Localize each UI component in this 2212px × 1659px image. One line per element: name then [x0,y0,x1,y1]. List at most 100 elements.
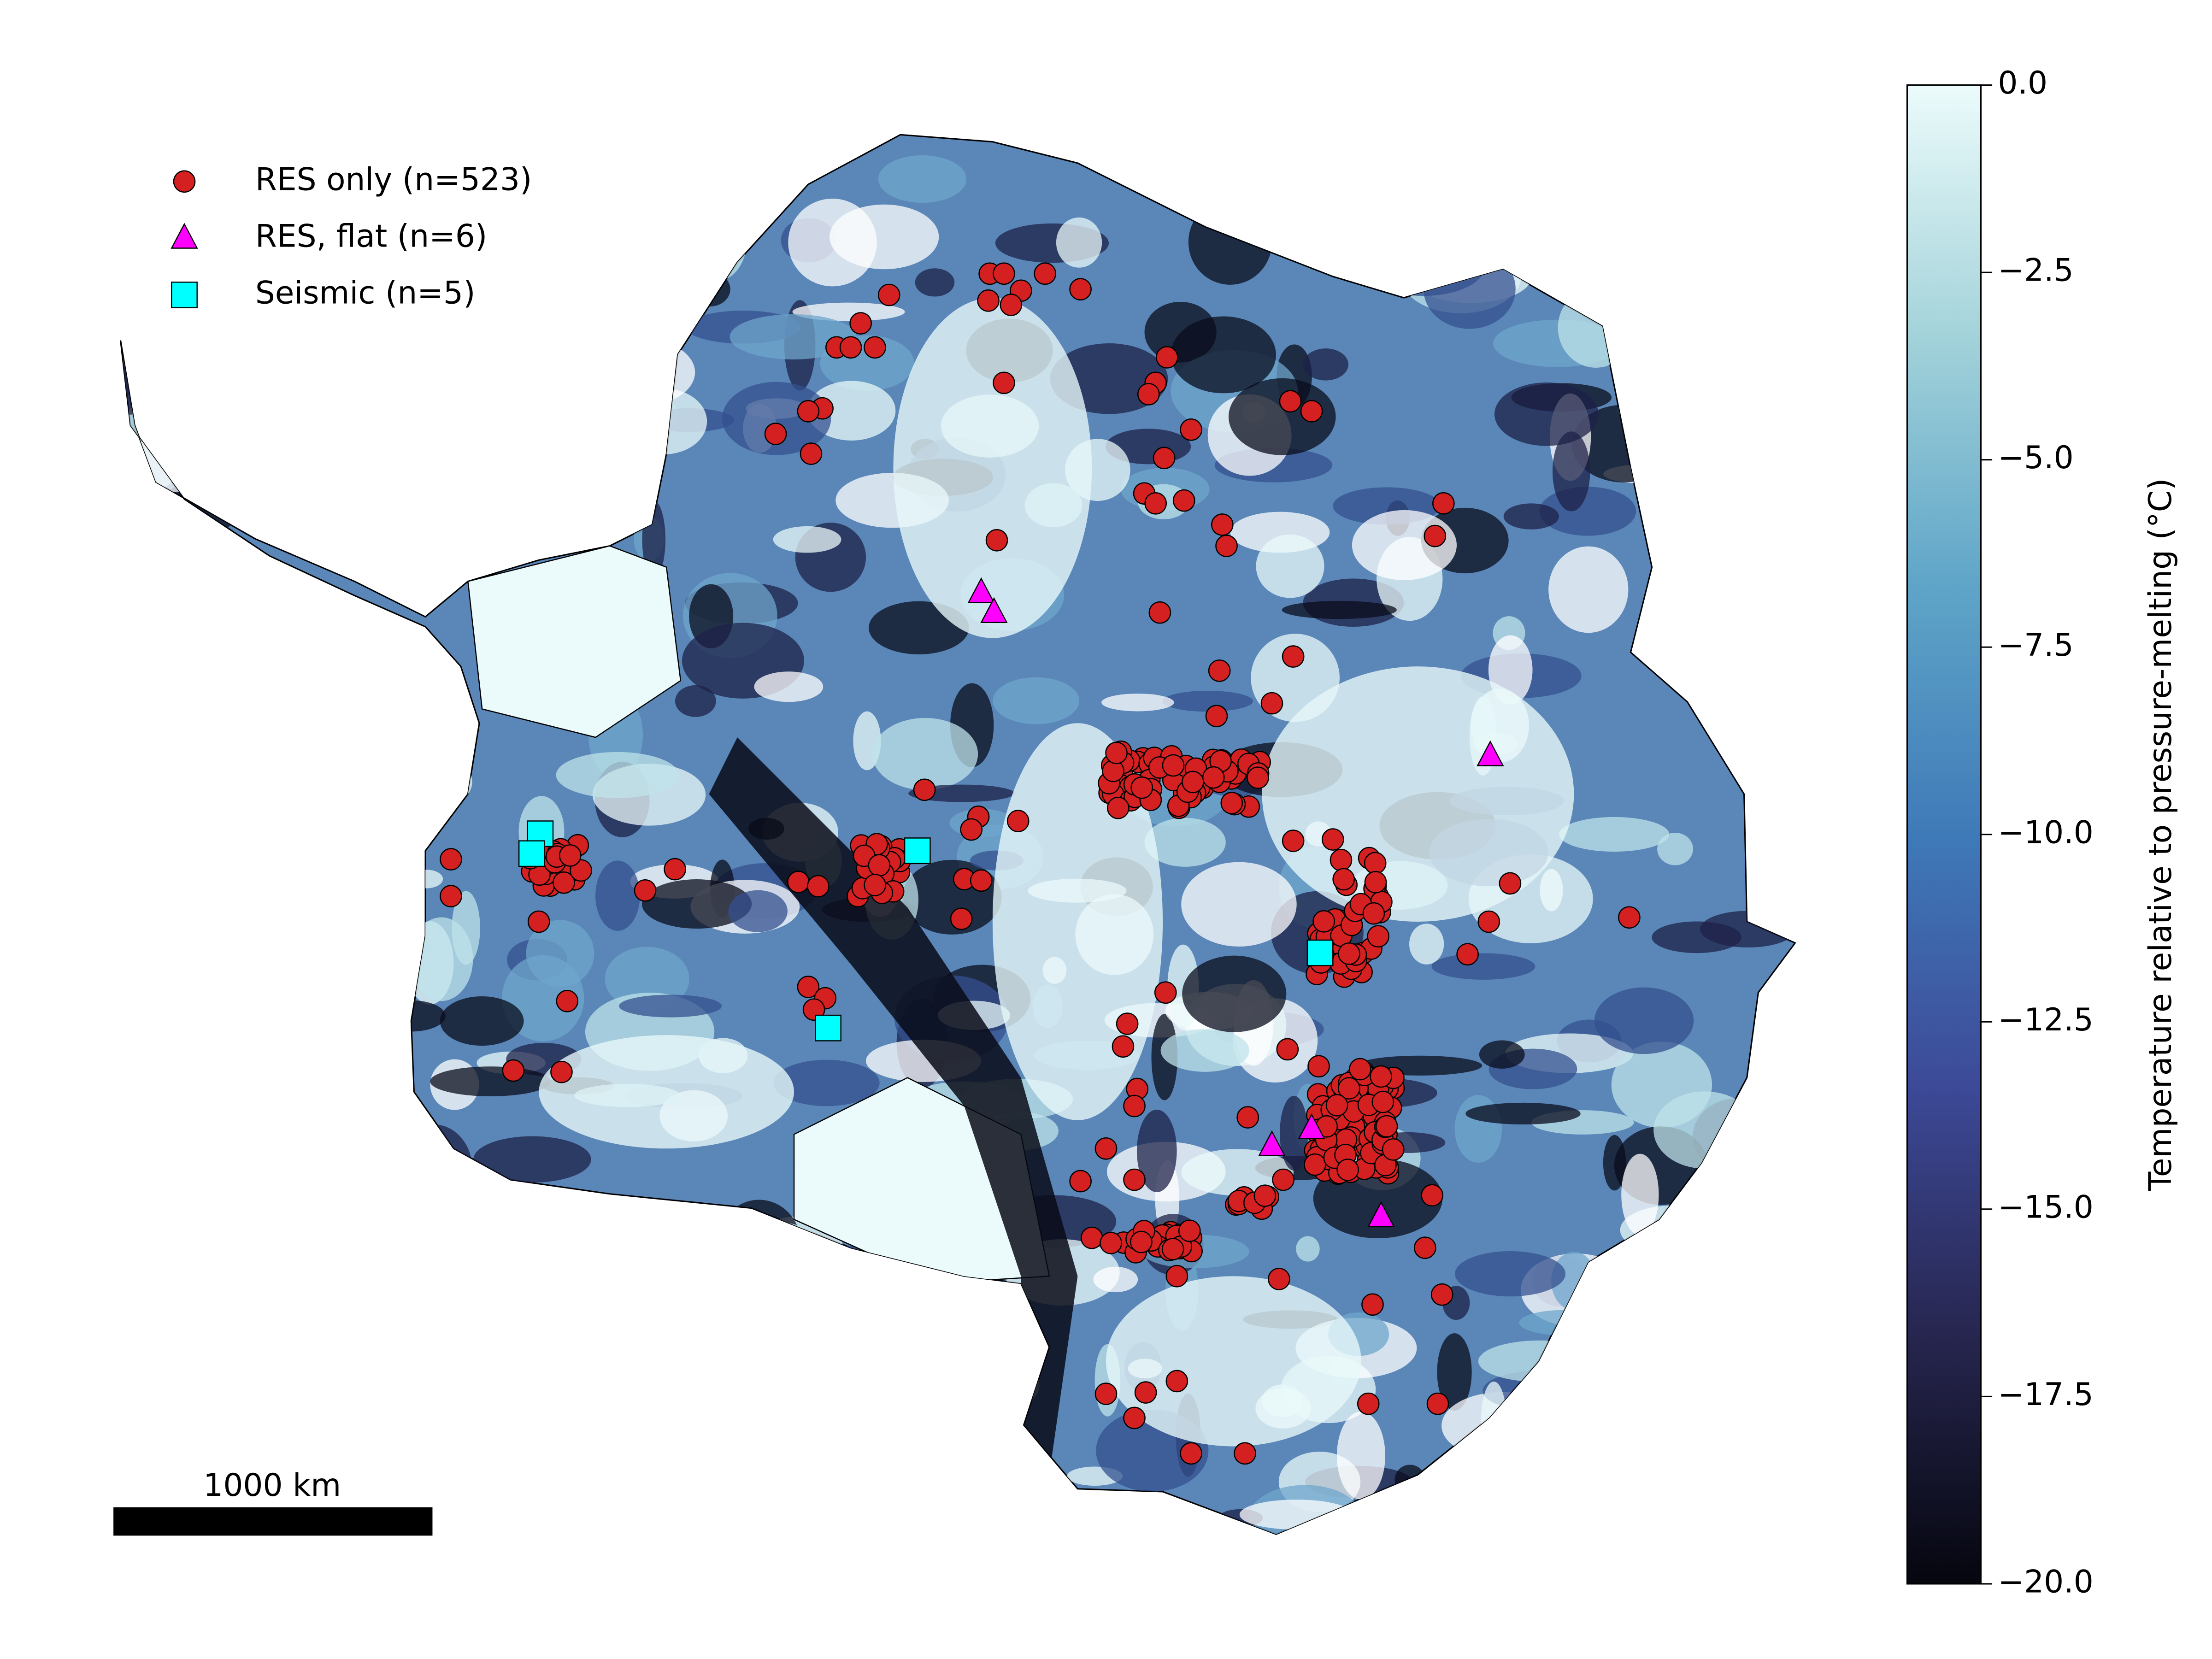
ice-patch [1594,987,1694,1054]
res-lake [664,858,686,881]
res-lake [1182,771,1204,794]
ice-patch [719,1221,828,1290]
colorbar-label: Temperature relative to pressure-melting… [2142,478,2178,1191]
res-lake [1300,400,1323,423]
ice-patch [263,788,369,831]
ice-patch [1624,308,1682,327]
ice-patch [619,994,722,1018]
legend-label: RES only (n=523) [255,161,532,197]
ice-patch [717,1200,801,1289]
ice-patch [1394,1465,1425,1495]
ice-patch [1162,690,1253,712]
ice-patch [1462,172,1533,231]
ice-patch [353,465,448,494]
res-lake [1382,1138,1405,1161]
res-lake [1105,741,1128,765]
ice-patch [366,681,420,725]
res-lake [1205,705,1228,728]
ice-patch [398,416,435,459]
ice-patch [1712,313,1791,377]
ice-patch [147,353,231,423]
res-lake [864,874,886,896]
ice-patch [1710,616,1753,671]
ice-patch [293,722,324,741]
colorbar-tick-label: −5.0 [1998,439,2073,476]
ice-patch [381,1271,452,1300]
ice-patch [130,1272,254,1335]
ice-patch [138,420,216,492]
ice-patch [1282,600,1397,619]
res-lake [1153,447,1176,470]
ice-patch [1503,217,1559,280]
ice-patch [1494,382,1599,446]
ice-patch [1144,818,1226,867]
ice-patch [1465,1102,1581,1125]
ice-patch [1779,1511,1795,1535]
colorbar: 0.0 −2.5 −5.0 −7.5 −10.0 −12.5 −15.0 −17.5 −20.0… [1906,65,2178,1600]
ice-patch [251,1264,347,1314]
ice-patch [1685,247,1794,293]
ice-patch [1355,181,1380,224]
seismic-site [1306,939,1334,966]
res-lake [1330,848,1353,871]
ice-plain [1262,666,1574,922]
res-lake [1123,1406,1146,1430]
res-lake [1421,1184,1444,1207]
ice-patch [120,1173,200,1243]
ice-patch [777,1320,885,1392]
ice-patch [1181,862,1297,947]
flat-lake [1258,1130,1286,1156]
ice-patch [326,655,398,693]
ice-plain [539,1035,794,1149]
ice-patch [725,1383,778,1456]
ice-patch [1592,1429,1665,1507]
scale-bar [113,1507,433,1536]
res-lake [1322,828,1344,851]
ice-patch [337,1249,401,1331]
ice-patch [120,889,157,914]
res-lake [993,262,1015,285]
ice-patch [131,728,227,791]
ice-patch [885,1459,935,1509]
ice-patch [214,416,339,460]
ice-plain [1106,1276,1361,1447]
legend-label: Seismic (n=5) [255,275,476,311]
res-lake [1371,1090,1394,1113]
res-lake [797,400,820,423]
ice-patch [753,1283,799,1331]
ice-patch [1334,135,1393,188]
res-lake [1034,262,1056,285]
res-lake [1282,830,1305,852]
ice-patch [1118,135,1173,172]
ice-patch [1489,139,1602,221]
ice-patch [235,1001,301,1053]
ice-patch [440,996,524,1046]
ice-patch [304,664,405,753]
ice-patch [176,1163,238,1231]
ice-patch [526,920,594,987]
colorbar-tick-label: −7.5 [1998,627,2073,663]
ice-patch [1727,1484,1763,1535]
ice-patch [122,780,206,808]
ice-patch [1181,1149,1294,1196]
res-lake [868,854,891,877]
ice-patch [324,1382,435,1421]
seismic-site [904,837,931,865]
ice-patch [818,1460,929,1481]
res-lake [797,976,820,998]
ice-patch [1743,705,1795,793]
colorbar-tick-label: −12.5 [1998,1001,2093,1038]
ice-patch [1504,1498,1630,1535]
ice-patch [1437,1333,1472,1411]
ice-patch [1621,1153,1659,1235]
res-lake [1336,1159,1359,1181]
res-lake [1364,871,1387,894]
ice-patch [1142,161,1211,194]
res-lake [1247,766,1269,789]
res-lake [502,1059,525,1082]
colorbar-tick-label: −17.5 [1998,1376,2093,1412]
res-lake [807,875,830,898]
res-lake [1180,1442,1202,1465]
ice-patch [1229,378,1336,455]
res-lake [787,871,810,894]
